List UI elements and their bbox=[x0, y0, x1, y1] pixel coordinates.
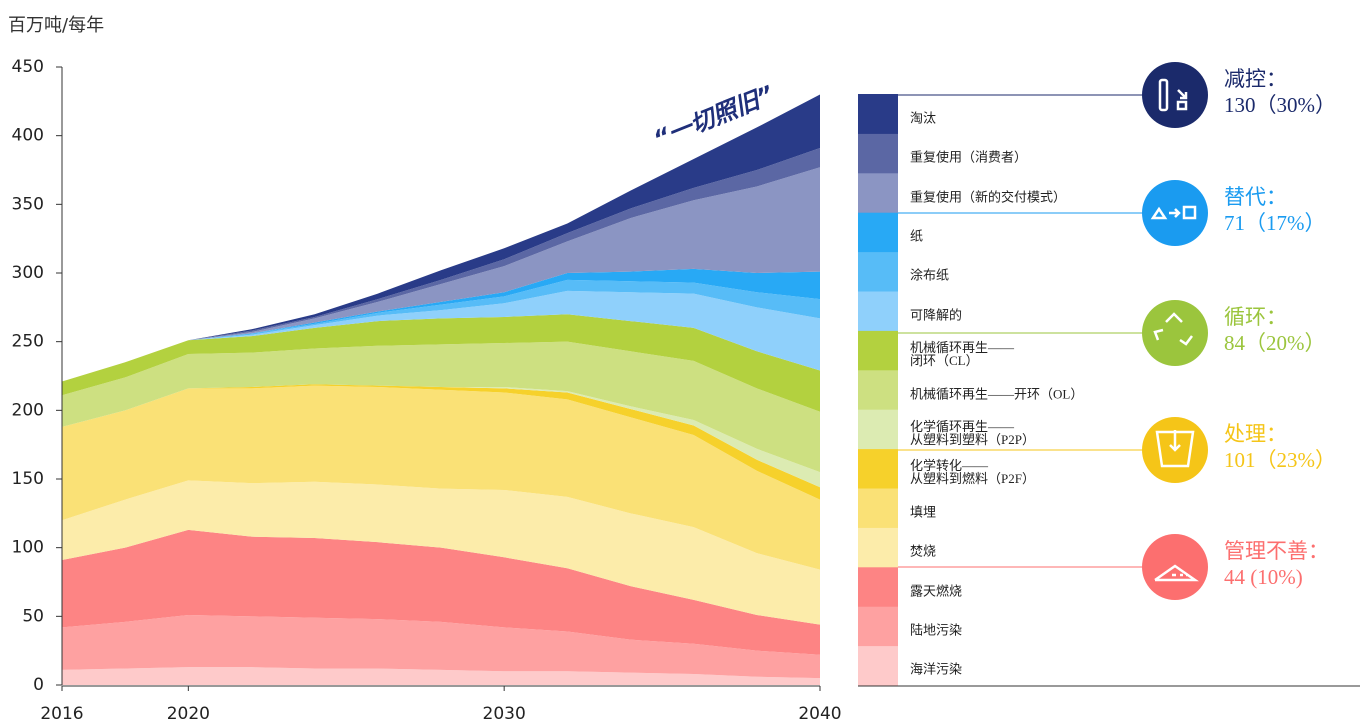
legend-swatch bbox=[858, 291, 898, 331]
group-label: 替代： bbox=[1224, 185, 1287, 209]
legend-swatch bbox=[858, 212, 898, 253]
area bbox=[62, 384, 820, 500]
legend-swatch bbox=[858, 566, 898, 607]
legend-swatch bbox=[858, 133, 898, 174]
group-label: 管理不善： bbox=[1224, 539, 1329, 563]
group-label: 循环： bbox=[1224, 305, 1287, 329]
legend-swatch bbox=[858, 527, 898, 568]
group-circle bbox=[1142, 62, 1208, 128]
y-tick-label: 450 bbox=[12, 57, 44, 77]
area bbox=[62, 314, 820, 412]
y-tick-label: 100 bbox=[12, 538, 44, 558]
legend-swatch bbox=[858, 409, 898, 450]
y-tick-label: 0 bbox=[33, 675, 44, 695]
legend-label: 填埋 bbox=[910, 504, 937, 520]
legend-label: 化学循环再生—— 从塑料到塑料（P2P） bbox=[910, 418, 1035, 447]
legend-label: 重复使用（消费者） bbox=[910, 149, 1028, 165]
x-tick-label: 2016 bbox=[40, 704, 83, 722]
legend-label: 露天燃烧 bbox=[910, 583, 963, 598]
area bbox=[62, 480, 820, 625]
y-tick-label: 350 bbox=[12, 194, 44, 214]
group-value: 44 (10%) bbox=[1224, 565, 1303, 589]
legend-swatch bbox=[858, 606, 898, 647]
legend-label: 海洋污染 bbox=[910, 661, 963, 677]
legend-label: 机械循环再生——开环（OL） bbox=[910, 386, 1084, 401]
legend-label: 纸 bbox=[910, 228, 924, 244]
legend-label: 焚烧 bbox=[910, 543, 937, 559]
area bbox=[62, 268, 820, 382]
group-label: 处理： bbox=[1224, 422, 1287, 446]
areas bbox=[62, 94, 820, 685]
legend-swatch bbox=[858, 251, 898, 292]
y-axis-label: 百万吨/每年 bbox=[8, 15, 104, 36]
legend-label: 涂布纸 bbox=[910, 267, 950, 283]
legend-label: 淘汰 bbox=[910, 110, 937, 126]
group-value: 101（23%） bbox=[1224, 448, 1336, 472]
legend-label: 重复使用（新的交付模式） bbox=[910, 189, 1067, 204]
y-tick-label: 200 bbox=[12, 400, 44, 420]
icons bbox=[1150, 78, 1199, 582]
y-tick-label: 300 bbox=[12, 263, 44, 283]
y-tick-label: 50 bbox=[22, 606, 44, 626]
area bbox=[62, 667, 820, 685]
legend-swatch bbox=[858, 94, 898, 134]
legend-label: 陆地污染 bbox=[910, 622, 963, 638]
x-tick-label: 2020 bbox=[167, 704, 210, 722]
area bbox=[62, 167, 820, 382]
legend-swatch bbox=[858, 488, 898, 528]
legend-swatch bbox=[858, 369, 898, 410]
y-tick-label: 250 bbox=[12, 332, 44, 352]
area bbox=[62, 341, 820, 473]
legend-label: 机械循环再生—— 闭环（CL） bbox=[910, 340, 1015, 369]
legend-swatch bbox=[858, 645, 898, 686]
legend-label: 可降解的 bbox=[910, 307, 963, 323]
x-tick-label: 2040 bbox=[798, 704, 841, 722]
x-tick-label: 2030 bbox=[483, 704, 526, 722]
y-tick-label: 150 bbox=[12, 469, 44, 489]
legend-swatch bbox=[858, 330, 898, 371]
group-value: 71（17%） bbox=[1224, 211, 1326, 235]
group-value: 130（30%） bbox=[1224, 93, 1336, 117]
group-label: 减控： bbox=[1224, 67, 1287, 91]
area bbox=[62, 529, 820, 655]
area bbox=[62, 385, 820, 570]
group-circle bbox=[1142, 300, 1208, 366]
legend-swatch bbox=[858, 172, 898, 213]
area bbox=[62, 614, 820, 679]
legend-label: 化学转化—— 从塑料到燃料（P2F） bbox=[910, 458, 1035, 487]
y-tick-label: 400 bbox=[12, 126, 44, 146]
legend-swatch bbox=[858, 448, 898, 489]
group-value: 84（20%） bbox=[1224, 331, 1326, 355]
area bbox=[62, 290, 820, 382]
